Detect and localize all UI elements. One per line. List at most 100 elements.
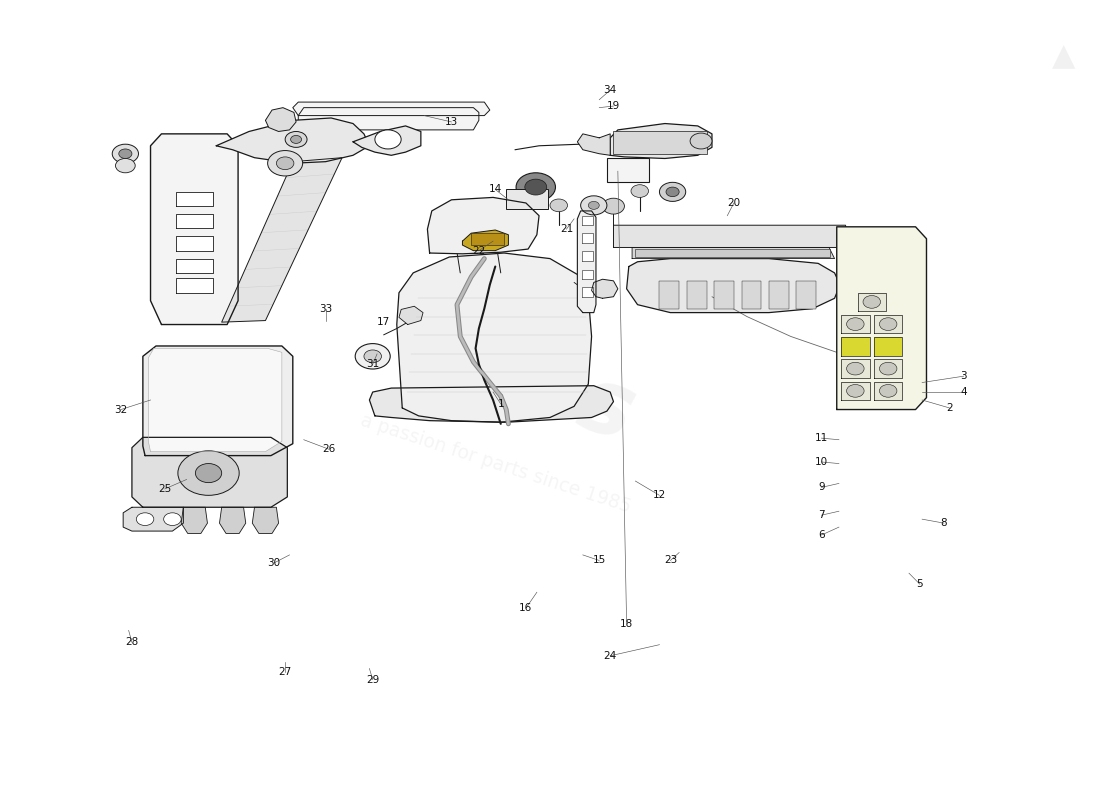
Polygon shape xyxy=(462,230,508,250)
Polygon shape xyxy=(176,278,213,293)
Circle shape xyxy=(375,130,402,149)
Polygon shape xyxy=(578,134,610,155)
Text: 9: 9 xyxy=(818,482,825,492)
Text: 15: 15 xyxy=(593,555,606,566)
Polygon shape xyxy=(252,507,278,534)
Polygon shape xyxy=(132,438,287,507)
Bar xyxy=(769,281,789,309)
Polygon shape xyxy=(842,338,870,355)
Circle shape xyxy=(164,513,182,526)
Circle shape xyxy=(581,196,607,215)
Circle shape xyxy=(864,295,880,308)
Circle shape xyxy=(267,150,303,176)
Polygon shape xyxy=(176,192,213,206)
Circle shape xyxy=(847,362,865,375)
Circle shape xyxy=(516,173,556,202)
Polygon shape xyxy=(582,233,593,242)
Polygon shape xyxy=(370,386,614,422)
Circle shape xyxy=(196,463,222,482)
Polygon shape xyxy=(397,253,592,422)
Text: a passion for parts since 1985: a passion for parts since 1985 xyxy=(358,410,632,516)
Circle shape xyxy=(847,385,865,398)
Bar xyxy=(471,233,504,245)
Polygon shape xyxy=(842,359,870,378)
Circle shape xyxy=(631,185,649,198)
Text: 21: 21 xyxy=(560,224,573,234)
Polygon shape xyxy=(293,102,490,115)
Polygon shape xyxy=(874,338,902,355)
Text: ▲: ▲ xyxy=(1052,42,1076,71)
Polygon shape xyxy=(176,214,213,229)
Polygon shape xyxy=(176,236,213,250)
Polygon shape xyxy=(874,359,902,378)
Bar xyxy=(741,281,761,309)
Bar xyxy=(686,281,706,309)
Text: 17: 17 xyxy=(377,317,390,327)
Circle shape xyxy=(355,343,390,369)
Circle shape xyxy=(364,350,382,362)
Polygon shape xyxy=(632,247,835,258)
Polygon shape xyxy=(582,287,593,297)
Polygon shape xyxy=(428,198,539,254)
Polygon shape xyxy=(582,251,593,261)
Text: 34: 34 xyxy=(604,85,617,95)
Polygon shape xyxy=(151,134,238,325)
Polygon shape xyxy=(610,123,712,158)
Circle shape xyxy=(525,179,547,195)
Text: 29: 29 xyxy=(366,674,379,685)
Text: 13: 13 xyxy=(444,117,458,127)
Text: 19: 19 xyxy=(607,101,620,111)
Text: 28: 28 xyxy=(125,638,139,647)
Text: 4: 4 xyxy=(960,387,967,397)
Text: 32: 32 xyxy=(114,405,128,414)
Polygon shape xyxy=(148,348,282,452)
Circle shape xyxy=(879,362,896,375)
Circle shape xyxy=(879,318,896,330)
Polygon shape xyxy=(837,227,926,410)
Circle shape xyxy=(285,131,307,147)
Circle shape xyxy=(136,513,154,526)
Circle shape xyxy=(847,318,865,330)
Polygon shape xyxy=(858,293,886,311)
Circle shape xyxy=(290,135,301,143)
Text: 11: 11 xyxy=(815,433,828,443)
Text: 2: 2 xyxy=(946,403,953,413)
Bar xyxy=(607,158,649,182)
Text: eres: eres xyxy=(409,308,647,460)
Polygon shape xyxy=(592,279,618,298)
Text: 31: 31 xyxy=(366,359,379,370)
Text: 5: 5 xyxy=(916,579,923,590)
Polygon shape xyxy=(217,118,370,163)
Polygon shape xyxy=(220,507,245,534)
Circle shape xyxy=(879,385,896,398)
Text: 8: 8 xyxy=(940,518,947,528)
Circle shape xyxy=(659,182,685,202)
Circle shape xyxy=(112,144,139,163)
Circle shape xyxy=(690,133,712,149)
Polygon shape xyxy=(222,158,342,322)
Text: 16: 16 xyxy=(519,603,532,613)
Polygon shape xyxy=(874,382,902,400)
Polygon shape xyxy=(298,108,478,130)
Text: 26: 26 xyxy=(322,444,335,454)
Polygon shape xyxy=(874,315,902,334)
Polygon shape xyxy=(123,507,184,531)
Text: 1: 1 xyxy=(497,399,504,409)
Text: 12: 12 xyxy=(652,490,667,500)
Polygon shape xyxy=(399,306,424,325)
Text: 27: 27 xyxy=(278,666,292,677)
Circle shape xyxy=(119,149,132,158)
Polygon shape xyxy=(627,258,840,313)
Bar xyxy=(614,131,706,154)
Polygon shape xyxy=(614,226,851,247)
Polygon shape xyxy=(353,126,421,155)
Text: 24: 24 xyxy=(604,651,617,661)
Bar xyxy=(636,249,830,257)
Text: 10: 10 xyxy=(815,457,828,467)
Text: 33: 33 xyxy=(319,304,332,314)
Text: 22: 22 xyxy=(472,246,485,256)
Circle shape xyxy=(666,187,679,197)
Bar xyxy=(714,281,734,309)
Text: 14: 14 xyxy=(488,185,502,194)
Circle shape xyxy=(178,451,239,495)
